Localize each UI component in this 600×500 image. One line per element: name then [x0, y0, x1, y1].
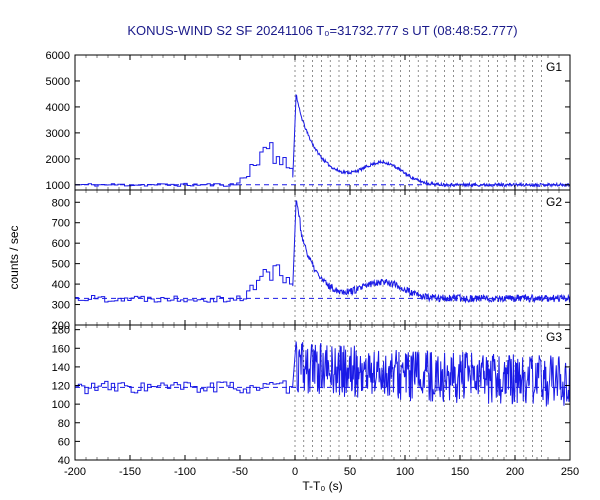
x-axis-label: T-T₀ (s)	[302, 479, 342, 493]
y-tick-label: 120	[52, 381, 70, 393]
x-tick-label: 100	[396, 466, 414, 478]
y-tick-label: 3000	[46, 128, 70, 140]
y-tick-label: 140	[52, 362, 70, 374]
y-tick-label: 80	[58, 418, 70, 430]
y-tick-label: 180	[52, 325, 70, 337]
trace-G2	[75, 201, 570, 302]
y-tick-label: 6000	[46, 50, 70, 62]
chart-title: KONUS-WIND S2 SF 20241106 T₀=31732.777 s…	[127, 23, 517, 38]
y-tick-label: 60	[58, 436, 70, 448]
y-tick-label: 5000	[46, 76, 70, 88]
y-tick-label: 4000	[46, 102, 70, 114]
y-tick-label: 300	[52, 300, 70, 312]
y-tick-label: 600	[52, 238, 70, 250]
x-tick-label: 150	[451, 466, 469, 478]
y-axis-label: counts / sec	[7, 225, 21, 289]
konus-wind-lightcurve: KONUS-WIND S2 SF 20241106 T₀=31732.777 s…	[0, 0, 600, 500]
x-tick-label: -50	[232, 466, 248, 478]
panel-label-G3: G3	[546, 330, 562, 344]
y-tick-label: 400	[52, 279, 70, 291]
panel-label-G2: G2	[546, 195, 562, 209]
x-tick-label: 0	[292, 466, 298, 478]
y-tick-label: 700	[52, 218, 70, 230]
panel-G3: 406080100120140160180-200-150-100-500501…	[52, 325, 580, 478]
panel-label-G1: G1	[546, 60, 562, 74]
x-tick-label: -200	[64, 466, 86, 478]
x-tick-label: -100	[174, 466, 196, 478]
x-tick-label: 50	[344, 466, 356, 478]
x-tick-label: 250	[561, 466, 579, 478]
y-tick-label: 1000	[46, 180, 70, 192]
y-tick-label: 500	[52, 259, 70, 271]
panel-G1: 1000 2000 3000 4000 5000 6000 G1	[46, 50, 570, 192]
y-tick-label: 2000	[46, 154, 70, 166]
x-tick-label: 200	[506, 466, 524, 478]
panel-G2: 200300400500600700800G2	[52, 190, 570, 332]
trace-G3	[75, 342, 570, 407]
y-tick-label: 100	[52, 399, 70, 411]
y-tick-label: 800	[52, 197, 70, 209]
trace-G1	[75, 95, 570, 186]
y-tick-label: 160	[52, 343, 70, 355]
x-tick-label: -150	[119, 466, 141, 478]
